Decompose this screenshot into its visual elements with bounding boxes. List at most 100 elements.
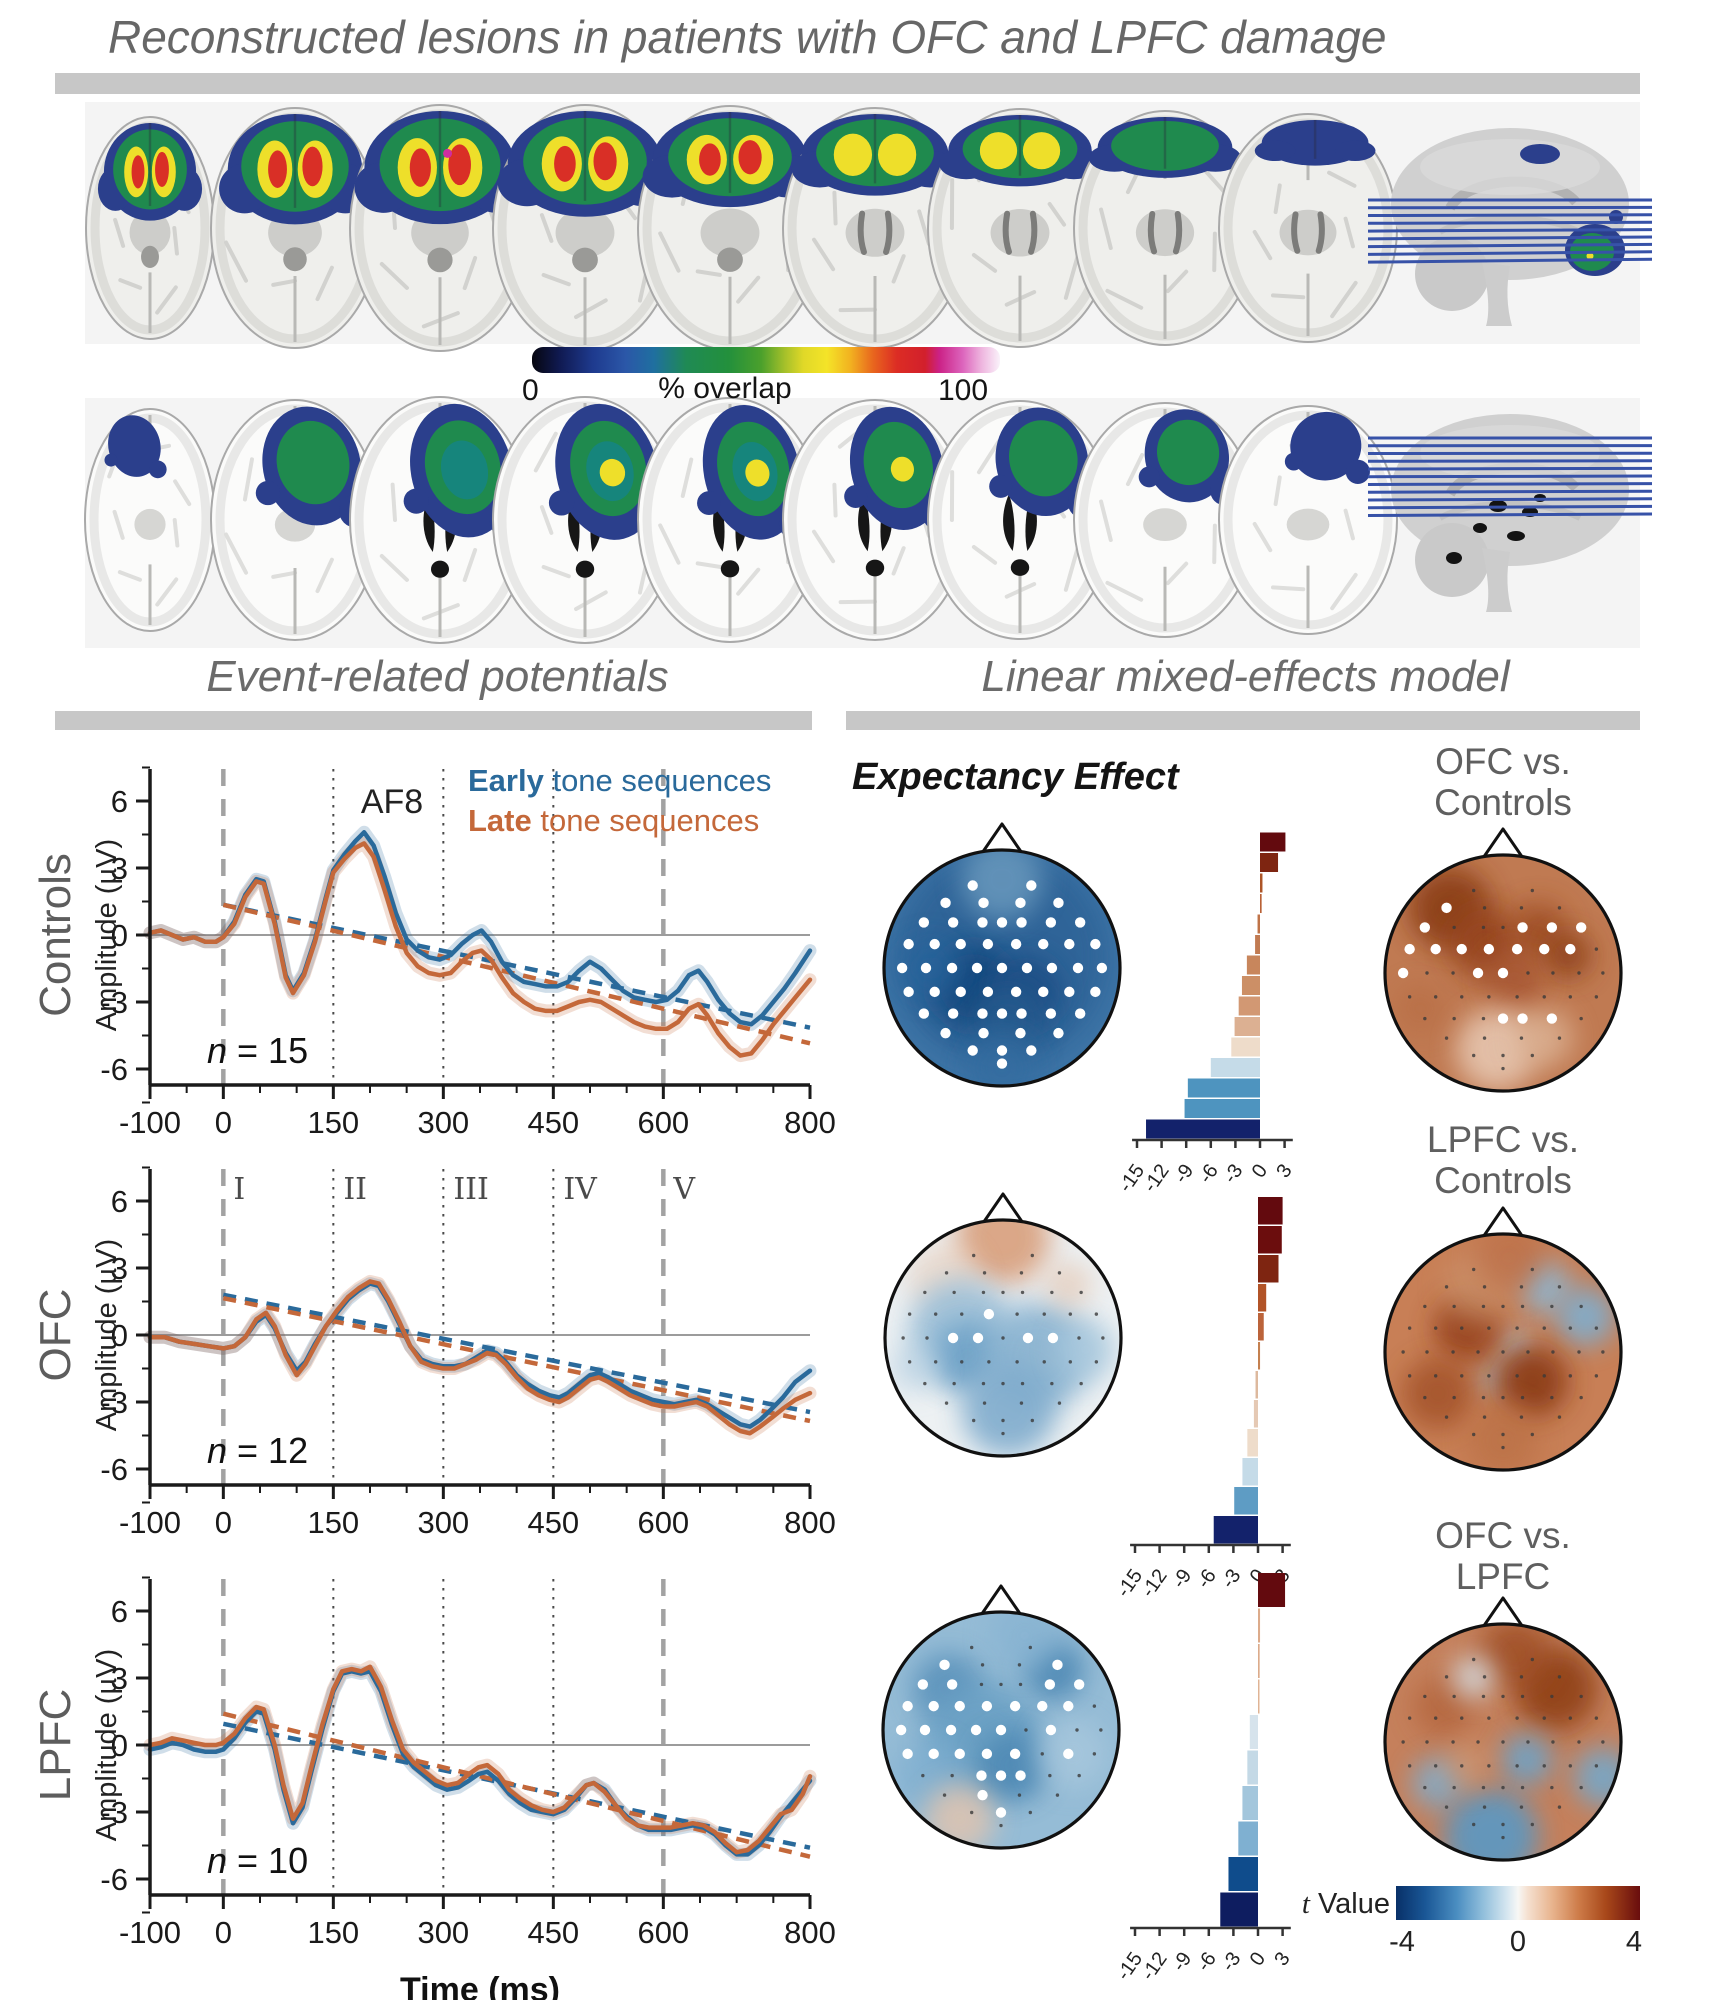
t-bar-tick-label: 3: [1270, 1948, 1294, 1970]
t-bar: [1260, 873, 1263, 893]
nose-marker: [979, 1192, 1027, 1227]
electrode-dot-significant: [1472, 967, 1484, 979]
t-bar: [1234, 1017, 1260, 1036]
electrode-dot: [1471, 1822, 1476, 1827]
t-bar: [1258, 1255, 1279, 1283]
brain-axial-slice: [782, 107, 968, 349]
electrode-dot-significant: [1073, 1679, 1085, 1690]
erp-lpfc: -100 0 150 300 450 600 800 -6 -3 0 3 6 Amplitude (µV…: [31, 1576, 836, 2000]
ci-band: [143, 825, 817, 1031]
electrode-dot: [1594, 995, 1599, 999]
head-outline: [1383, 1232, 1623, 1472]
electrode-dot-significant: [939, 1659, 950, 1671]
electrode-dot-significant: [981, 1700, 993, 1712]
y-tick-label: 3: [111, 851, 128, 886]
electrode-dot: [999, 1823, 1003, 1828]
t-bar: [1249, 1715, 1258, 1749]
electrode-dot-significant: [976, 1770, 987, 1781]
erp-waveform: [147, 841, 813, 1058]
comparison-title-ofc-lpfc: OFC vs. LPFC: [1352, 1515, 1654, 1597]
lesion-overlay: [354, 111, 526, 225]
electrode-dot: [1487, 995, 1491, 999]
electrode-dot: [1601, 1740, 1605, 1744]
electrode-dot: [1487, 1716, 1491, 1720]
electrode-dot: [980, 1663, 985, 1667]
t-bar-tick-label: -3: [1217, 1948, 1245, 1975]
topo-field: [886, 1221, 1120, 1455]
electrode-dot: [1048, 1773, 1052, 1778]
electrode-dot-significant: [996, 1045, 1008, 1056]
lesion-overlay: [255, 406, 373, 528]
electrode-dot: [907, 1360, 912, 1364]
electrode-dot-significant: [902, 1748, 913, 1760]
electrode-dot: [1526, 971, 1530, 975]
electrode-dot-significant: [982, 986, 994, 998]
x-tick-label: 300: [417, 1505, 469, 1540]
electrode-dot: [982, 1401, 987, 1405]
t-bar-tick-label: -6: [1193, 1565, 1221, 1592]
electrode-dot: [981, 1290, 986, 1295]
head-outline: [1383, 1622, 1623, 1862]
electrode-dot: [1579, 1016, 1583, 1021]
electrode-dot: [907, 1312, 912, 1316]
t-bar-tick-label: -12: [1137, 1948, 1172, 1984]
electrode-dot: [1530, 1053, 1535, 1058]
electrode-dot: [1520, 1395, 1525, 1400]
electrode-dot: [1423, 1304, 1427, 1309]
x-tick-label: 450: [527, 1505, 579, 1540]
electrode-dot: [1425, 1740, 1429, 1744]
sagittal-brainstem: [1482, 548, 1512, 612]
tbars-controls: -15-12-9-6-3 0 3: [1114, 832, 1297, 1197]
electrode-dot-significant: [1009, 1748, 1021, 1760]
electrode-dot-significant: [945, 1724, 957, 1736]
head-outline: [1383, 853, 1623, 1093]
electrode-dot: [1001, 1290, 1005, 1295]
electrode-dot: [1482, 1285, 1487, 1289]
sagittal-lesion-orbital: [1565, 224, 1625, 276]
topo-blob: [890, 1343, 939, 1392]
electrode-dot-significant: [995, 1807, 1007, 1818]
electrode-dot: [1542, 1716, 1546, 1720]
electrode-dot: [1079, 1290, 1083, 1295]
overlap-colorbar: [532, 347, 1000, 373]
comparison-line2: LPFC: [1455, 1555, 1551, 1597]
electrode-dot-significant: [895, 1724, 907, 1736]
electrode-dot-significant: [996, 1008, 1008, 1019]
overlap-colorbar-label: % overlap: [658, 372, 792, 405]
comparison-line1: OFC vs.: [1435, 1515, 1571, 1556]
electrode-dot: [1481, 1395, 1486, 1400]
overlap-colorbar-min: 0: [522, 374, 539, 407]
t-bar: [1258, 1342, 1261, 1370]
electrode-dot: [969, 1645, 974, 1650]
electrode-dot-significant: [1052, 1659, 1063, 1671]
electrode-dot-significant: [978, 897, 989, 909]
electrode-dot: [1551, 1350, 1555, 1354]
topo-ofc-vs-controls: [1383, 827, 1623, 1093]
topo-field: [1386, 1625, 1620, 1859]
group-label: Controls: [31, 853, 80, 1017]
x-tick-label: 600: [637, 1915, 689, 1950]
tvalue-colorbar: [1396, 1886, 1640, 1920]
lesion-overlay: [791, 114, 959, 196]
electrode-dot-significant: [955, 986, 966, 998]
electrode-dot: [1577, 971, 1581, 975]
electrode-dot: [971, 1418, 976, 1423]
electrode-dot: [1579, 1395, 1583, 1400]
topo-blob: [1396, 984, 1444, 1032]
legend-entry: Late tone sequences: [468, 803, 759, 838]
electrode-dot-significant: [1090, 986, 1101, 998]
electrode-dot: [1577, 1740, 1581, 1744]
comparison-line2: Controls: [1434, 1159, 1572, 1201]
overlap-colorbar-max: 100: [938, 374, 989, 407]
electrode-dot-significant: [1397, 967, 1409, 979]
electrode-dot-significant: [981, 1748, 993, 1760]
electrode-dot: [1601, 1350, 1605, 1354]
electrode-dot: [1001, 1336, 1005, 1340]
electrode-dot: [1476, 1740, 1480, 1744]
electrode-dot: [1451, 971, 1455, 975]
electrode-dot: [1530, 1267, 1535, 1272]
electrode-dot: [1487, 1764, 1491, 1768]
electrode-dot: [1530, 1822, 1535, 1827]
electrode-dot-significant: [970, 1724, 982, 1736]
